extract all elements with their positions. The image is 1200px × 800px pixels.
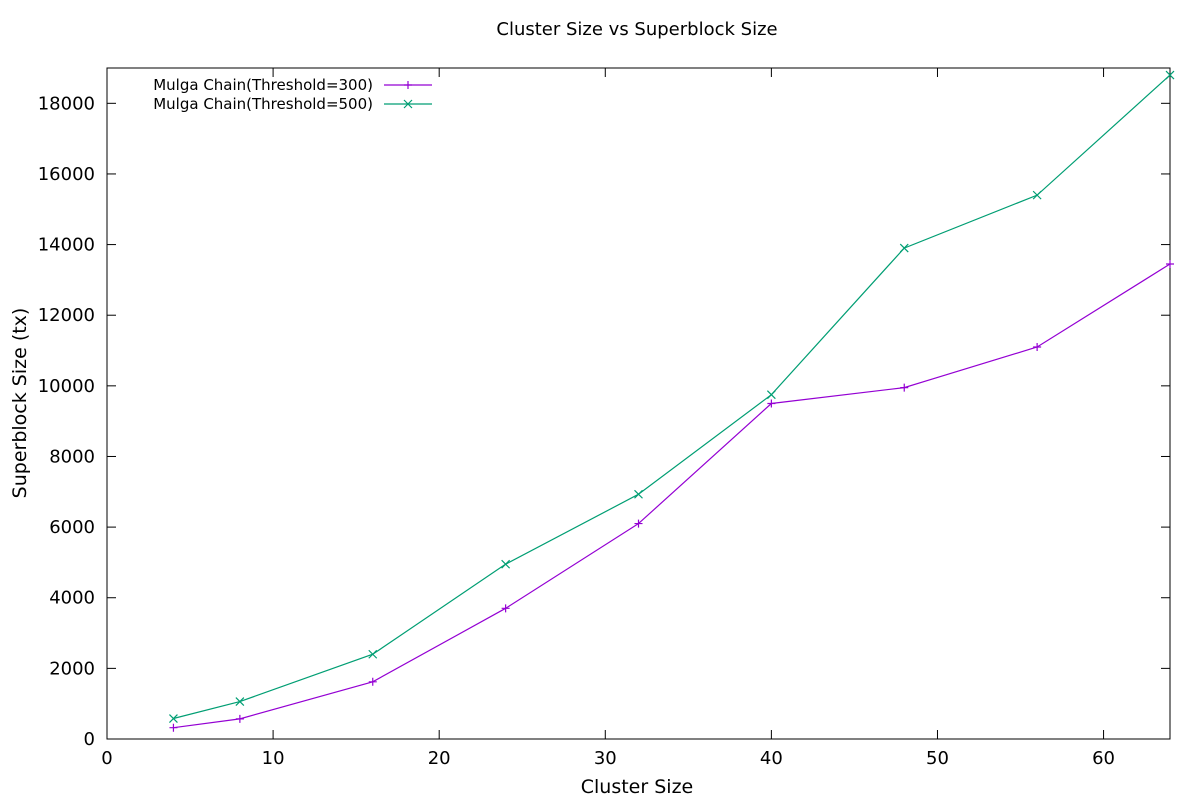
x-tick-label: 10: [262, 748, 285, 769]
data-point: [501, 604, 510, 613]
x-tick-label: 20: [428, 748, 451, 769]
chart-title: Cluster Size vs Superblock Size: [496, 19, 777, 40]
series-line: [173, 74, 1171, 720]
x-tick-label: 40: [760, 748, 783, 769]
data-point: [368, 677, 377, 686]
y-tick-label: 8000: [49, 446, 95, 467]
data-point: [767, 399, 776, 408]
data-point: [900, 383, 909, 392]
y-tick-label: 12000: [38, 305, 95, 326]
data-point: [235, 714, 244, 723]
series-line: [173, 263, 1171, 729]
series-layer: [169, 70, 1175, 732]
data-point: [1032, 190, 1042, 200]
data-point: [634, 519, 643, 528]
data-point: [501, 559, 511, 569]
data-point: [899, 243, 909, 253]
legend-entry-1: Mulga Chain(Threshold=300): [153, 76, 432, 94]
legend-entry-2: Mulga Chain(Threshold=500): [153, 95, 432, 113]
y-axis-label: Superblock Size (tx): [9, 308, 31, 499]
series-2: [169, 70, 1175, 723]
series-1: [169, 260, 1174, 732]
data-point: [1166, 260, 1174, 269]
x-tick-label: 0: [101, 748, 112, 769]
data-point: [235, 697, 245, 706]
data-point: [634, 489, 643, 499]
y-tick-label: 4000: [49, 588, 95, 609]
legend: Mulga Chain(Threshold=300)Mulga Chain(Th…: [153, 76, 432, 113]
plot-frame: [106, 67, 1171, 740]
x-tick-label: 50: [926, 748, 949, 769]
legend-label: Mulga Chain(Threshold=300): [153, 76, 373, 94]
y-tick-label: 14000: [38, 235, 95, 256]
legend-marker: [404, 81, 412, 89]
data-point: [368, 649, 378, 659]
data-point: [766, 390, 776, 400]
data-point: [1165, 70, 1175, 80]
x-tick-label: 30: [594, 748, 617, 769]
y-tick-label: 16000: [38, 164, 95, 185]
y-tick-label: 18000: [38, 93, 95, 114]
axes: 0 10 20 30 40 50 60 0 2000 4000 6000 8000 10000 12000…: [38, 67, 1171, 769]
data-point: [1033, 342, 1042, 351]
x-axis-label: Cluster Size: [581, 776, 693, 798]
data-point: [169, 723, 178, 732]
y-tick-label: 10000: [38, 376, 95, 397]
x-tick-label: 60: [1092, 748, 1115, 769]
y-tick-label: 6000: [49, 517, 95, 538]
y-tick-label: 0: [84, 729, 95, 750]
legend-label: Mulga Chain(Threshold=500): [153, 95, 373, 113]
legend-marker: [403, 99, 413, 109]
data-point: [169, 714, 178, 723]
y-tick-label: 2000: [49, 658, 95, 679]
